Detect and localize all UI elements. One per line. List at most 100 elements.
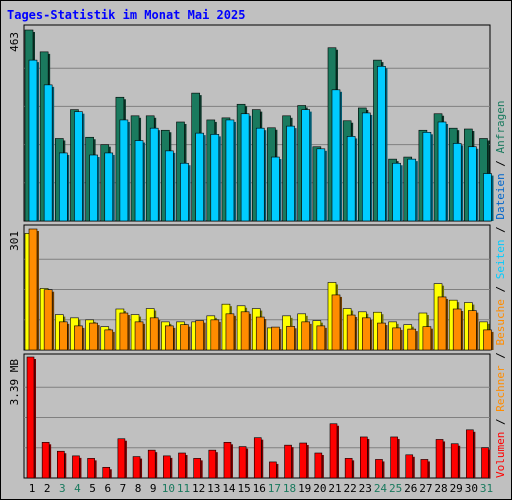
bar-volumen-15 — [238, 446, 247, 479]
bar-dateien-25 — [392, 162, 401, 222]
day-label-8: 8 — [135, 482, 142, 495]
bar-besuche-8 — [134, 321, 144, 351]
day-label-2: 2 — [44, 482, 51, 495]
bar-besuche-14 — [225, 313, 235, 351]
bar-dateien-26 — [407, 158, 417, 222]
bar-dateien-13 — [210, 134, 220, 222]
bar-besuche-13 — [210, 319, 220, 351]
day-label-10: 10 — [162, 482, 175, 495]
bar-volumen-31 — [481, 447, 489, 479]
legend-anfragen: Anfragen — [494, 100, 507, 153]
bar-besuche-25 — [392, 327, 401, 351]
bar-dateien-29 — [452, 143, 462, 222]
chart-title: Tages-Statistik im Monat Mai 2025 — [7, 8, 246, 22]
bar-dateien-11 — [180, 162, 189, 222]
bar-besuche-10 — [165, 325, 174, 351]
legend-separator: / — [494, 220, 507, 240]
bar-dateien-15 — [240, 113, 250, 222]
day-label-3: 3 — [59, 482, 66, 495]
bar-dateien-2 — [43, 84, 53, 222]
day-label-28: 28 — [434, 482, 447, 495]
bar-besuche-18 — [286, 325, 295, 351]
bar-volumen-25 — [390, 436, 398, 479]
bar-dateien-7 — [119, 119, 129, 222]
bar-besuche-15 — [240, 311, 250, 351]
bar-dateien-12 — [195, 132, 204, 222]
bar-besuche-9 — [149, 317, 159, 351]
bar-volumen-26 — [405, 454, 414, 479]
bar-dateien-31 — [483, 173, 492, 222]
legend-separator: / — [494, 279, 507, 299]
bar-dateien-3 — [58, 152, 68, 222]
bar-dateien-22 — [346, 136, 356, 222]
legend-separator: / — [494, 153, 507, 173]
day-label-23: 23 — [359, 482, 372, 495]
bar-dateien-24 — [377, 66, 386, 222]
bar-besuche-1 — [28, 228, 38, 351]
bar-besuche-4 — [74, 325, 83, 351]
day-label-7: 7 — [120, 482, 127, 495]
day-label-15: 15 — [237, 482, 250, 495]
day-label-27: 27 — [419, 482, 432, 495]
bar-dateien-20 — [316, 148, 326, 222]
day-label-29: 29 — [450, 482, 463, 495]
bar-besuche-24 — [377, 322, 386, 351]
day-label-21: 21 — [328, 482, 341, 495]
bar-dateien-5 — [89, 154, 98, 222]
bar-volumen-3 — [56, 450, 65, 479]
bar-besuche-17 — [271, 326, 280, 351]
bar-volumen-19 — [299, 442, 308, 479]
bar-volumen-7 — [117, 438, 126, 479]
bar-volumen-30 — [466, 429, 474, 479]
bar-volumen-28 — [435, 439, 444, 479]
day-label-13: 13 — [207, 482, 220, 495]
bar-besuche-22 — [346, 314, 356, 351]
legend-dateien: Dateien — [494, 173, 507, 219]
bar-dateien-27 — [422, 132, 432, 222]
bar-dateien-9 — [149, 127, 159, 222]
day-label-14: 14 — [222, 482, 236, 495]
legend-besuche: Besuche — [494, 299, 507, 345]
legend-rechner: Rechner — [494, 365, 507, 412]
bar-volumen-2 — [41, 442, 50, 479]
day-label-25: 25 — [389, 482, 402, 495]
bar-volumen-18 — [284, 444, 292, 479]
panel-seiten-besuche-max-label: 301 — [8, 231, 21, 251]
bar-dateien-18 — [286, 125, 295, 222]
legend-separator: / — [494, 412, 507, 432]
bar-besuche-6 — [104, 329, 114, 351]
legend: Volumen / Rechner / Besuche / Seiten / D… — [494, 100, 507, 478]
bar-dateien-8 — [134, 140, 144, 222]
bar-volumen-27 — [420, 459, 429, 479]
bar-dateien-30 — [468, 146, 477, 222]
bar-volumen-29 — [450, 443, 459, 479]
day-label-17: 17 — [268, 482, 281, 495]
bar-volumen-21 — [329, 423, 338, 479]
legend-separator: / — [494, 346, 507, 366]
bar-volumen-1 — [26, 356, 35, 479]
bar-besuche-28 — [437, 296, 447, 351]
bar-volumen-13 — [208, 449, 217, 479]
day-label-5: 5 — [89, 482, 96, 495]
bar-dateien-14 — [225, 119, 235, 222]
bar-besuche-20 — [316, 325, 326, 351]
bar-besuche-29 — [452, 308, 462, 351]
bar-volumen-10 — [163, 455, 171, 479]
day-label-12: 12 — [192, 482, 205, 495]
bar-volumen-5 — [87, 458, 95, 479]
day-label-6: 6 — [104, 482, 111, 495]
bar-volumen-8 — [132, 456, 141, 479]
day-label-24: 24 — [374, 482, 388, 495]
panel-volumen-max-label: 3.39 MB — [8, 359, 21, 406]
day-label-30: 30 — [465, 482, 478, 495]
bar-dateien-16 — [255, 127, 265, 222]
bar-besuche-21 — [331, 294, 341, 351]
bar-besuche-7 — [119, 312, 129, 351]
bar-volumen-9 — [147, 449, 156, 479]
bar-dateien-17 — [271, 156, 280, 222]
day-label-1: 1 — [29, 482, 36, 495]
bar-dateien-4 — [74, 111, 83, 222]
bar-besuche-19 — [301, 321, 311, 351]
day-label-18: 18 — [283, 482, 296, 495]
